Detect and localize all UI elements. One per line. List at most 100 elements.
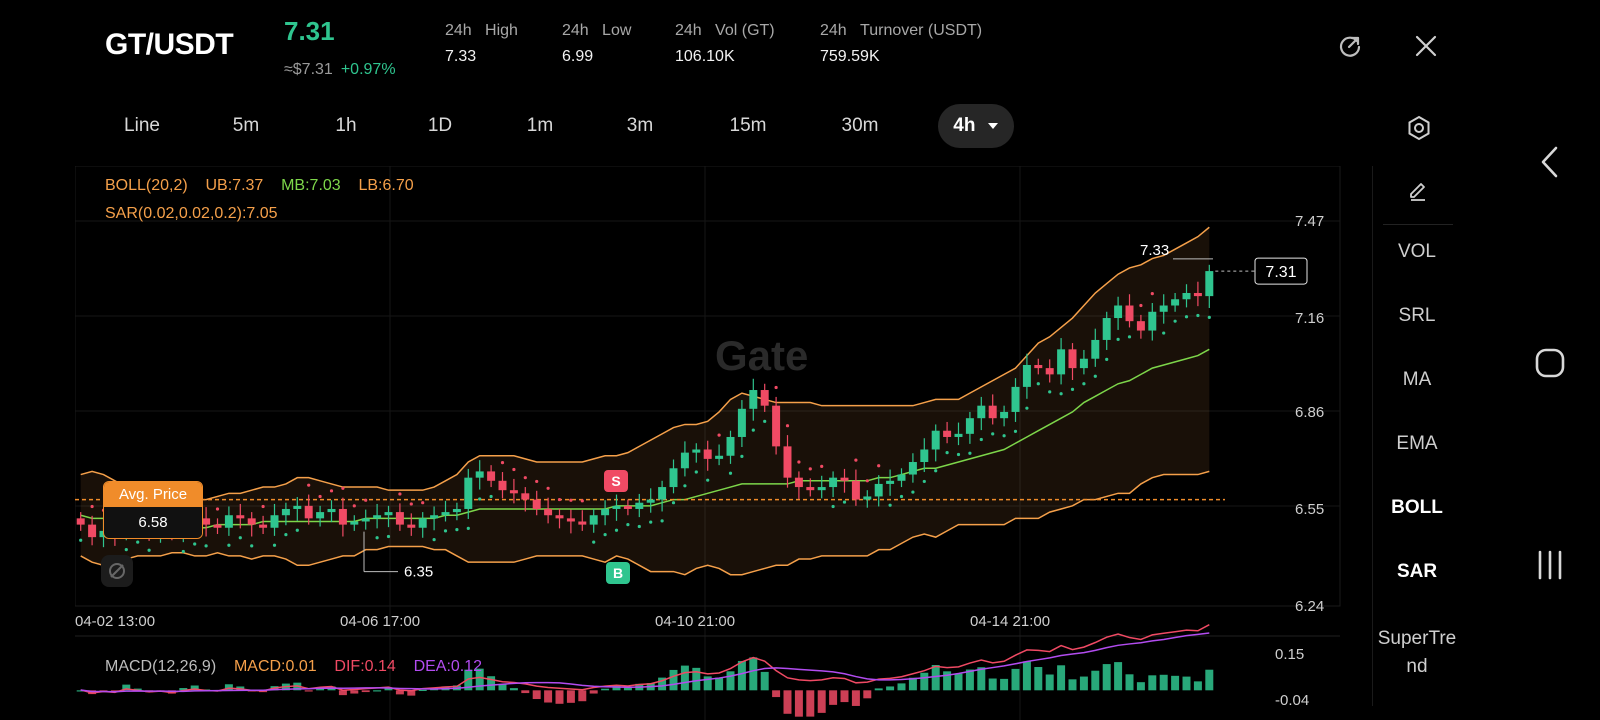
indicator-supertrend-line1: SuperTre (1377, 628, 1457, 649)
macd-histogram-bar (840, 690, 849, 703)
macd-histogram-bar (680, 665, 689, 691)
back-nav-icon[interactable] (1538, 145, 1562, 179)
candle-body (1102, 318, 1111, 340)
tab-30m[interactable]: 30m (841, 115, 879, 136)
macd-histogram-bar (418, 689, 427, 692)
sar-dot (911, 490, 915, 494)
buy-marker-box (606, 562, 630, 584)
sar-dot (1070, 387, 1075, 391)
sar-dot (1093, 374, 1097, 378)
tab-4h[interactable]: 4h (938, 104, 1014, 148)
sar-dot (797, 460, 801, 464)
macd-histogram-bar (1159, 674, 1168, 691)
tab-1m[interactable]: 1m (526, 115, 554, 136)
sar-dot (250, 544, 254, 548)
tool-button[interactable] (101, 555, 133, 587)
sar-dot (751, 428, 755, 432)
macd-histogram-bar (1114, 662, 1123, 691)
macd-histogram-bar (943, 671, 952, 691)
candle-body (920, 449, 929, 463)
sar-dot (842, 500, 847, 504)
candle-body (1125, 305, 1134, 322)
candle-body (224, 515, 233, 528)
candle-body (749, 390, 758, 409)
sar-dot (979, 437, 983, 442)
macd-histogram-bar (715, 677, 724, 691)
home-nav-icon[interactable] (1534, 347, 1566, 379)
y-axis: 7.47 7.16 6.86 6.55 6.24 (1295, 213, 1324, 615)
buy-marker: B (613, 565, 623, 581)
sar-dot (717, 433, 721, 437)
indicator-ema[interactable]: EMA (1396, 433, 1438, 454)
tab-5m[interactable]: 5m (232, 115, 260, 136)
macd-histogram-bar (555, 690, 564, 704)
sar-dot (820, 464, 824, 468)
tab-1h[interactable]: 1h (335, 115, 357, 136)
sar-dot (512, 467, 516, 472)
sar-dot (728, 471, 733, 475)
candle-body (304, 505, 313, 519)
sar-dot (478, 497, 482, 501)
tab-15m[interactable]: 15m (729, 115, 767, 136)
candle-body (1159, 305, 1168, 312)
macd-histogram-bar (578, 690, 587, 702)
sar-dot (352, 504, 356, 508)
candle-body (521, 493, 530, 500)
macd-histogram-bar (395, 690, 404, 695)
boll-upper-line (80, 226, 1210, 504)
avg-price-value: 6.58 (104, 507, 202, 538)
tab-line[interactable]: Line (124, 115, 160, 136)
candle-body (373, 515, 382, 519)
indicator-sar[interactable]: SAR (1396, 561, 1438, 582)
sar-dot (774, 385, 778, 390)
candle-body (726, 436, 735, 456)
sar-dot (1002, 434, 1006, 438)
macd-histogram-bar (726, 671, 735, 691)
boll-lower-line (80, 470, 1210, 576)
candlestick-chart[interactable]: Gate 7.477.166.866.556.24 04-02 13:00 04-… (75, 166, 1465, 720)
rotate-screen-icon[interactable] (1337, 33, 1363, 59)
indicator-ma[interactable]: MA (1402, 369, 1432, 390)
candle-body (578, 521, 587, 525)
candle-body (658, 487, 667, 500)
tab-3m[interactable]: 3m (626, 115, 654, 136)
sar-dot (956, 452, 961, 457)
candle-body (544, 508, 553, 516)
x-tick-label: 04-02 13:00 (75, 613, 155, 630)
close-icon[interactable] (1413, 33, 1439, 59)
macd-tick-label: -0.04 (1275, 692, 1309, 709)
x-tick-label: 04-10 21:00 (655, 613, 735, 630)
candle-body (441, 512, 450, 516)
candle-body (851, 480, 860, 500)
macd-histogram-bar (1091, 670, 1100, 691)
candle-body (259, 524, 268, 528)
indicator-supertrend[interactable]: SuperTre nd (1373, 625, 1461, 681)
high-marker-label: 7.33 (1140, 242, 1169, 259)
indicator-boll[interactable]: BOLL (1391, 497, 1443, 518)
settings-icon[interactable] (1406, 115, 1432, 141)
edit-pencil-icon[interactable] (1407, 180, 1429, 202)
stat-high-label: 24h (445, 22, 472, 39)
sar-dot (785, 424, 790, 428)
candle-body (692, 449, 701, 453)
tab-1d[interactable]: 1D (427, 115, 453, 136)
sar-dot (215, 507, 220, 511)
sar-dot (1059, 392, 1063, 396)
recents-nav-icon[interactable] (1535, 549, 1565, 581)
macd-histogram-bar (316, 687, 325, 691)
candle-body (794, 477, 803, 488)
candle-body (943, 430, 952, 437)
sar-dot (991, 432, 995, 436)
candle-body (1022, 364, 1031, 387)
indicator-vol[interactable]: VOL (1397, 241, 1437, 262)
candle-body (601, 508, 610, 516)
sar-dot (489, 494, 493, 499)
stat-high-value: 7.33 (445, 48, 477, 65)
candle-body (475, 471, 484, 478)
candle-body (646, 499, 655, 503)
candle-body (418, 518, 427, 528)
indicator-srl[interactable]: SRL (1398, 305, 1436, 326)
sar-dot (922, 479, 926, 484)
sar-dot (318, 494, 322, 499)
candle-body (908, 462, 917, 475)
